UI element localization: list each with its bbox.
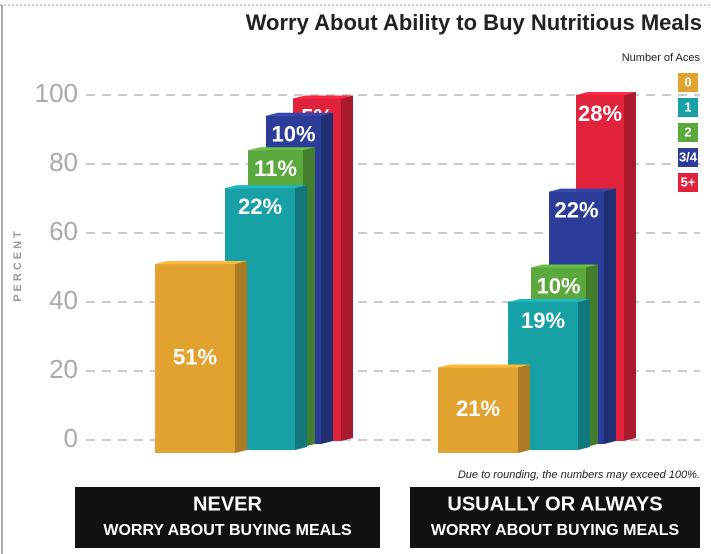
legend-swatch (678, 148, 698, 167)
legend-label: 1 (684, 99, 691, 114)
legend-swatch (678, 73, 698, 92)
bar-top (531, 264, 598, 268)
bar (155, 264, 235, 453)
bar-side (321, 112, 333, 444)
bar-top (508, 299, 590, 302)
legend-swatch (678, 123, 698, 142)
value-label: 10% (536, 273, 580, 298)
value-label: 22% (238, 194, 282, 219)
value-label: 51% (173, 344, 217, 369)
legend-title: Number of Aces (622, 52, 701, 64)
category-label: USUALLY OR ALWAYS (447, 493, 662, 515)
legend-label: 2 (684, 124, 691, 139)
y-tick-label: 60 (49, 216, 78, 246)
bar (438, 367, 518, 453)
category-label: NEVER (193, 493, 262, 515)
value-label: 11% (254, 156, 297, 181)
category-subtitle: WORRY ABOUT BUYING MEALS (431, 522, 680, 539)
bar-top (266, 112, 333, 116)
y-tick-label: 0 (64, 423, 78, 453)
legend-swatch (678, 173, 698, 192)
legend-swatch (678, 98, 698, 117)
y-tick-label: 100 (35, 78, 78, 108)
bar-top (576, 92, 636, 95)
bar-side (604, 188, 616, 444)
y-tick-label: 80 (49, 147, 78, 177)
bar-side (518, 364, 530, 453)
bar-side (341, 95, 353, 441)
value-label: 22% (554, 197, 598, 222)
note: Due to rounding, the numbers may exceed … (458, 469, 700, 481)
bar-side (624, 92, 636, 441)
bar-side (295, 185, 307, 450)
legend-label: 3/4 (679, 149, 698, 164)
chart-title: Worry About Ability to Buy Nutritious Me… (246, 10, 702, 35)
bar-top (225, 185, 307, 189)
bar-side (578, 299, 590, 450)
bar-side (235, 261, 247, 453)
bar-top (549, 188, 616, 192)
value-label: 19% (521, 308, 565, 333)
value-label: 28% (578, 101, 622, 126)
bar-top (293, 95, 353, 99)
y-tick-label: 20 (49, 354, 78, 384)
bar-top (155, 261, 247, 265)
legend-label: 5+ (681, 174, 696, 189)
value-label: 21% (456, 396, 500, 421)
value-label: 10% (271, 122, 315, 147)
bar-top (438, 364, 530, 368)
category-box (410, 487, 700, 548)
y-axis-label: PERCENT (12, 228, 24, 302)
category-box (75, 487, 380, 548)
category-subtitle: WORRY ABOUT BUYING MEALS (103, 522, 352, 539)
bar-top (248, 147, 315, 151)
legend-label: 0 (684, 74, 691, 89)
y-tick-label: 40 (49, 285, 78, 315)
